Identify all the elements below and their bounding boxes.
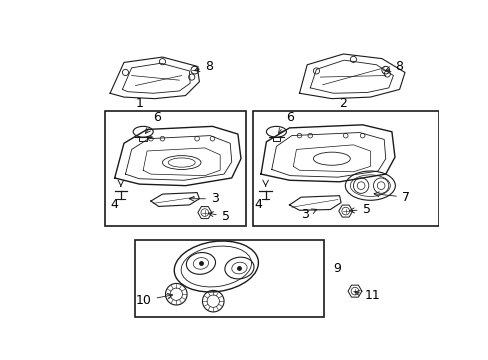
Text: 4: 4 xyxy=(254,198,262,211)
Text: 3: 3 xyxy=(301,208,316,221)
Text: 2: 2 xyxy=(339,97,346,110)
Text: 3: 3 xyxy=(189,192,219,205)
Text: 5: 5 xyxy=(208,210,229,223)
Text: 8: 8 xyxy=(385,60,402,73)
Text: 4: 4 xyxy=(110,198,118,211)
Text: 7: 7 xyxy=(373,191,409,204)
Text: 6: 6 xyxy=(145,111,161,134)
Bar xyxy=(104,111,245,226)
Text: 5: 5 xyxy=(349,203,370,216)
Text: 11: 11 xyxy=(354,289,380,302)
Text: 6: 6 xyxy=(278,111,293,133)
Text: 10: 10 xyxy=(136,293,172,307)
Bar xyxy=(252,111,438,226)
Text: 9: 9 xyxy=(333,261,341,275)
Text: 8: 8 xyxy=(194,60,212,73)
Text: 1: 1 xyxy=(135,97,143,110)
Bar xyxy=(135,239,324,316)
